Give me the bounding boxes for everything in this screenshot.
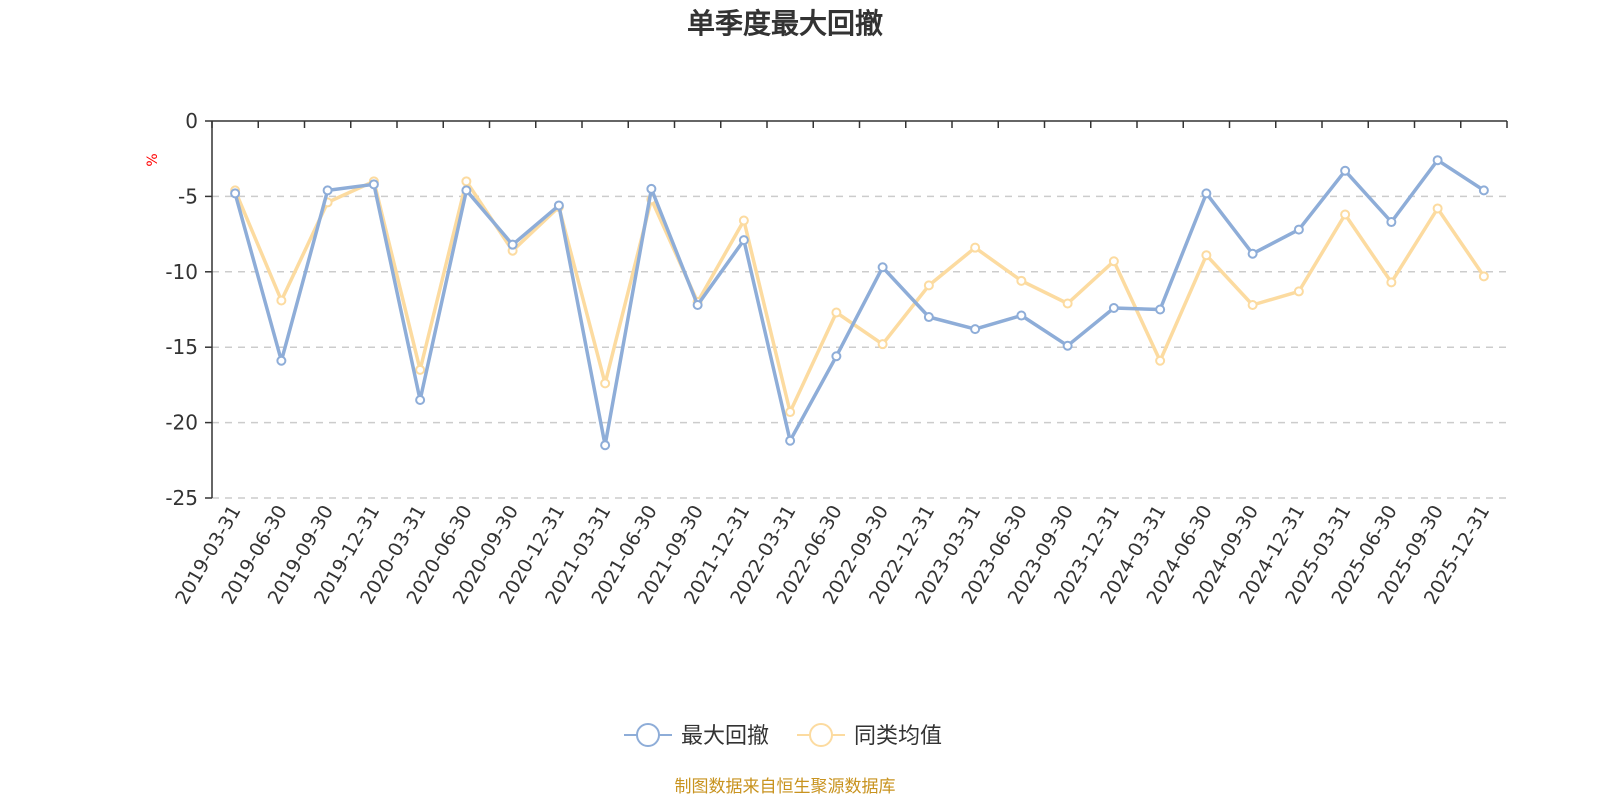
- data-point: [1201, 250, 1212, 261]
- data-point: [738, 215, 749, 226]
- data-point: [276, 295, 287, 306]
- data-point: [600, 378, 611, 389]
- data-point: [461, 185, 472, 196]
- y-tick-label: -10: [165, 260, 198, 284]
- data-point: [831, 307, 842, 318]
- legend-label: 同类均值: [854, 724, 942, 749]
- data-point: [1247, 248, 1258, 259]
- axes: [205, 120, 1508, 499]
- data-point: [646, 183, 657, 194]
- data-point: [877, 262, 888, 273]
- data-point: [415, 394, 426, 405]
- legend-label: 最大回撤: [681, 724, 769, 749]
- data-point: [600, 440, 611, 451]
- data-point: [553, 200, 564, 211]
- data-point: [368, 179, 379, 190]
- data-point: [507, 239, 518, 250]
- legend-marker: [809, 723, 833, 747]
- data-point: [1293, 286, 1304, 297]
- y-axis-unit: %: [145, 153, 161, 166]
- y-tick-label: -20: [165, 411, 198, 435]
- data-point: [1062, 298, 1073, 309]
- y-tick-label: 0: [185, 109, 198, 133]
- series-lines: [230, 155, 1489, 451]
- y-tick-label: -25: [165, 486, 198, 510]
- data-point: [1478, 185, 1489, 196]
- legend-marker: [636, 723, 660, 747]
- data-point: [785, 435, 796, 446]
- data-point: [1340, 165, 1351, 176]
- data-point: [877, 339, 888, 350]
- data-point: [415, 364, 426, 375]
- data-point: [1386, 277, 1397, 288]
- y-tick-label: -5: [178, 184, 198, 208]
- data-point: [1155, 355, 1166, 366]
- y-tick-label: -15: [165, 335, 198, 359]
- data-point: [1386, 217, 1397, 228]
- data-point: [276, 355, 287, 366]
- data-point: [831, 351, 842, 362]
- data-point: [785, 407, 796, 418]
- data-point: [1432, 203, 1443, 214]
- data-point: [1108, 302, 1119, 313]
- data-point: [970, 242, 981, 253]
- data-point: [923, 280, 934, 291]
- data-point: [970, 324, 981, 335]
- data-point: [1432, 155, 1443, 166]
- data-point: [1201, 188, 1212, 199]
- data-point: [1155, 304, 1166, 315]
- data-point: [738, 235, 749, 246]
- legend[interactable]: 最大回撤 同类均值: [624, 723, 942, 749]
- data-point: [461, 176, 472, 187]
- series-line: [233, 158, 1485, 447]
- data-point: [1062, 340, 1073, 351]
- data-point: [322, 185, 333, 196]
- series-1: [230, 155, 1489, 451]
- y-tick-labels: 0 -5 -10 -15 -20 -25: [165, 109, 198, 510]
- data-point: [1016, 275, 1027, 286]
- grid-lines: [212, 195, 1507, 499]
- legend-item-2[interactable]: 同类均值: [797, 723, 942, 749]
- series-2: [230, 176, 1489, 418]
- series-line: [233, 179, 1486, 414]
- data-point: [923, 312, 934, 323]
- data-point: [1108, 256, 1119, 267]
- legend-item-1[interactable]: 最大回撤: [624, 723, 769, 749]
- x-tick-labels: 2019-03-312019-06-302019-09-302019-12-31…: [171, 502, 1494, 609]
- data-point: [1478, 271, 1489, 282]
- data-point: [1016, 310, 1027, 321]
- data-source-note: 制图数据来自恒生聚源数据库: [675, 777, 896, 797]
- data-point: [1247, 299, 1258, 310]
- data-point: [230, 188, 241, 199]
- data-point: [692, 299, 703, 310]
- data-point: [1293, 224, 1304, 235]
- data-point: [1340, 209, 1351, 220]
- chart-title: 单季度最大回撤: [687, 7, 883, 40]
